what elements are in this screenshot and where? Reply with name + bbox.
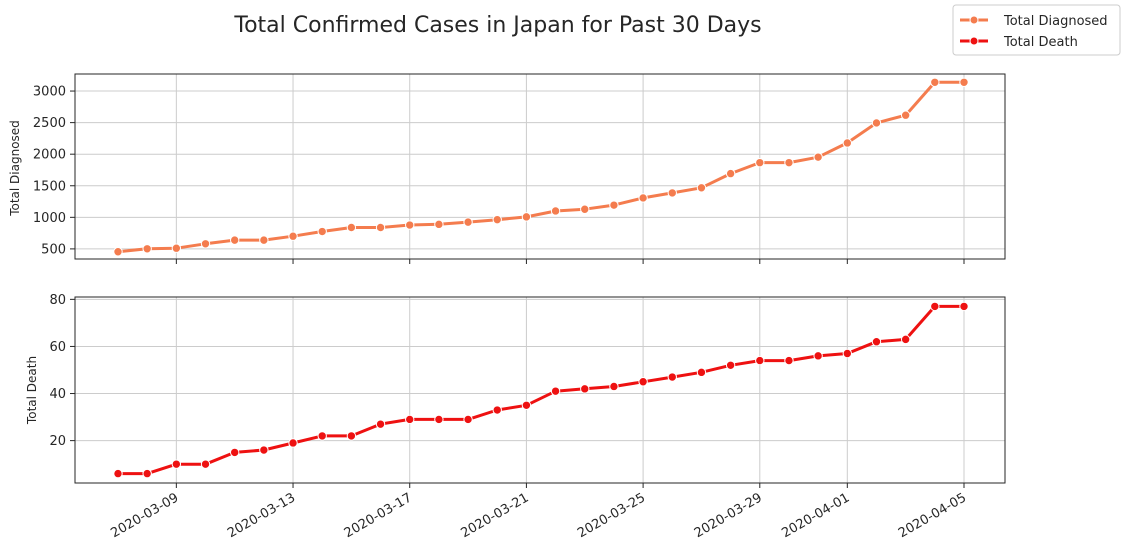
data-point [200,239,211,249]
data-point [288,231,298,241]
x-tick-label: 2020-04-01 [779,490,852,541]
series-line [117,80,964,254]
data-point [871,118,882,128]
y-tick-label: 2500 [33,116,66,131]
data-point [725,168,736,179]
data-point [842,138,853,148]
data-point [900,110,911,120]
y-tick-label: 2000 [33,148,66,163]
data-point [346,222,357,233]
x-axis: 2020-03-09 2020-03-13 2020-03-17 2020-03-21… [108,490,969,541]
data-point [871,337,882,347]
legend-marker-total-diagnosed [969,15,979,25]
data-point [142,244,152,254]
data-point [171,243,182,253]
y-tick-label: 60 [49,340,66,355]
data-point [755,355,765,366]
data-point [609,381,619,392]
data-point [813,351,823,361]
data-point [346,431,357,441]
y-tick-label: 1500 [33,179,66,194]
panel-total-diagnosed: 500 1000 1500 2000 2500 3000 [33,73,1006,264]
x-tick-label: 2020-03-25 [575,490,648,541]
data-point [171,459,182,469]
legend-box [952,4,1121,56]
data-point [317,226,327,237]
data-point [113,468,123,479]
data-point [434,414,444,425]
data-point [492,214,502,225]
data-point [667,188,677,198]
data-point [696,367,707,378]
data-point [463,217,473,227]
data-point [784,355,794,366]
data-point [317,431,327,441]
data-point [229,447,240,458]
data-point [492,405,502,415]
data-point [521,400,532,411]
data-point [550,386,561,396]
chart-title: Total Confirmed Cases in Japan for Past … [233,13,761,38]
data-point [930,77,940,87]
data-point [696,183,707,193]
data-point [200,459,211,469]
data-point [813,152,823,162]
data-point [959,301,969,312]
y-tick-label: 20 [49,434,66,449]
data-point [113,247,123,257]
y-tick-label: 500 [41,242,66,257]
data-point [463,414,473,425]
data-point [550,206,561,216]
data-point [609,200,619,210]
data-point [900,334,911,345]
plot-frame [74,296,1006,484]
x-tick-label: 2020-03-29 [692,490,765,541]
data-point [784,157,794,168]
data-point [638,377,648,387]
data-point [930,301,940,312]
data-point [375,419,386,429]
data-point [580,204,590,214]
y-tick-label: 1000 [33,211,66,226]
data-point [521,212,532,222]
data-point [405,220,415,230]
data-point [725,360,736,370]
data-point [755,157,765,168]
data-point [375,222,386,233]
data-point [959,77,969,87]
legend-marker-total-death [969,36,979,46]
data-point [259,445,269,455]
data-point [667,372,677,382]
data-point [405,414,415,425]
data-point [842,348,853,359]
y-axis-label-total-diagnosed: Total Diagnosed [8,120,22,217]
legend-label-total-diagnosed: Total Diagnosed [1003,14,1108,29]
y-axis-label-total-death: Total Death [25,356,39,425]
data-point [142,468,152,479]
legend: Total Diagnosed Total Death [952,4,1121,56]
x-tick-label: 2020-04-05 [896,490,969,541]
y-tick-label: 3000 [33,85,66,100]
plot-frame [74,73,1006,260]
data-point [580,384,590,394]
x-tick-label: 2020-03-09 [108,490,181,541]
data-point [638,193,648,203]
legend-label-total-death: Total Death [1003,35,1078,50]
data-point [288,438,298,448]
y-tick-label: 40 [49,387,66,402]
x-tick-label: 2020-03-21 [458,490,531,541]
panel-total-death: 20 40 60 80 [49,293,1006,488]
data-point [259,235,269,245]
data-point [229,235,240,245]
data-point [434,219,444,230]
x-tick-label: 2020-03-13 [225,490,298,541]
x-tick-label: 2020-03-17 [342,490,415,541]
y-tick-label: 80 [49,293,66,308]
series-line [118,304,964,476]
